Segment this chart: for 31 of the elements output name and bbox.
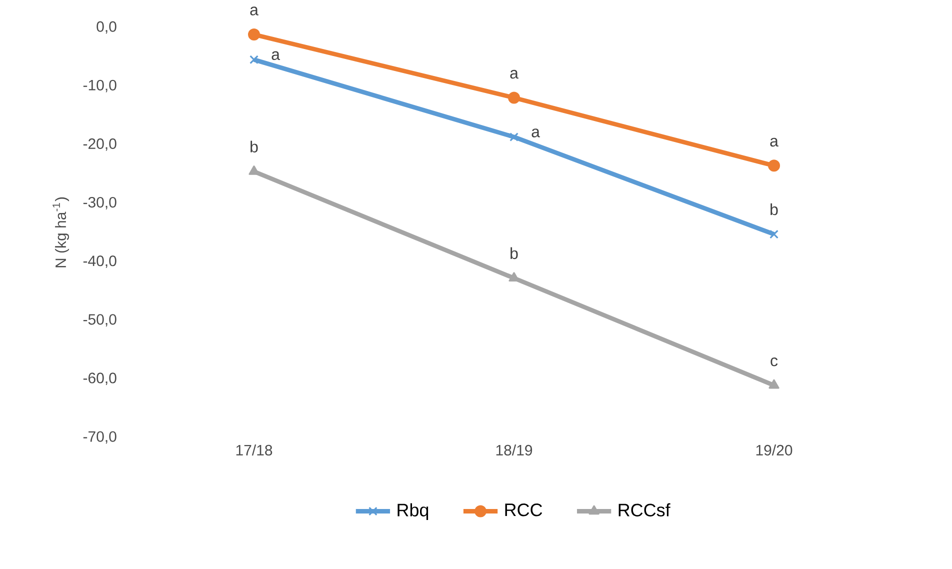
annotation: c	[770, 357, 778, 366]
point	[768, 159, 780, 172]
y-tick-label: -50,0	[83, 314, 116, 326]
y-tick-label: 0,0	[96, 21, 116, 34]
y-tick-label: -40,0	[83, 255, 116, 268]
y-tick-label: -60,0	[83, 372, 116, 385]
legend-label: Rbq	[398, 503, 428, 520]
annotation: a	[250, 6, 258, 16]
point	[508, 92, 520, 104]
y-axis-title: N (kg ha$^{-1}$)	[52, 197, 70, 268]
annotation: b	[250, 140, 258, 152]
point	[510, 132, 518, 142]
y-tick-label: -70,0	[83, 431, 116, 444]
annotation: b	[770, 203, 778, 215]
annotation: a	[510, 70, 518, 78]
annotation: b	[510, 247, 518, 259]
x-tick-label: 17/18	[236, 444, 272, 456]
point	[770, 230, 778, 238]
y-tick-label: -30,0	[83, 196, 116, 210]
point	[248, 28, 260, 40]
point	[250, 54, 258, 64]
point	[768, 379, 780, 388]
x-tick-label: 18/19	[496, 444, 532, 456]
legend-label: RCC	[505, 503, 542, 516]
annotation: a	[532, 128, 540, 138]
annotation: a	[272, 51, 280, 60]
x-tick-label: 19/20	[756, 444, 792, 456]
legend-label: RCCsf	[618, 503, 670, 516]
y-tick-label: -10,0	[83, 80, 116, 92]
annotation: a	[770, 138, 778, 146]
y-tick-label: -20,0	[83, 138, 116, 151]
